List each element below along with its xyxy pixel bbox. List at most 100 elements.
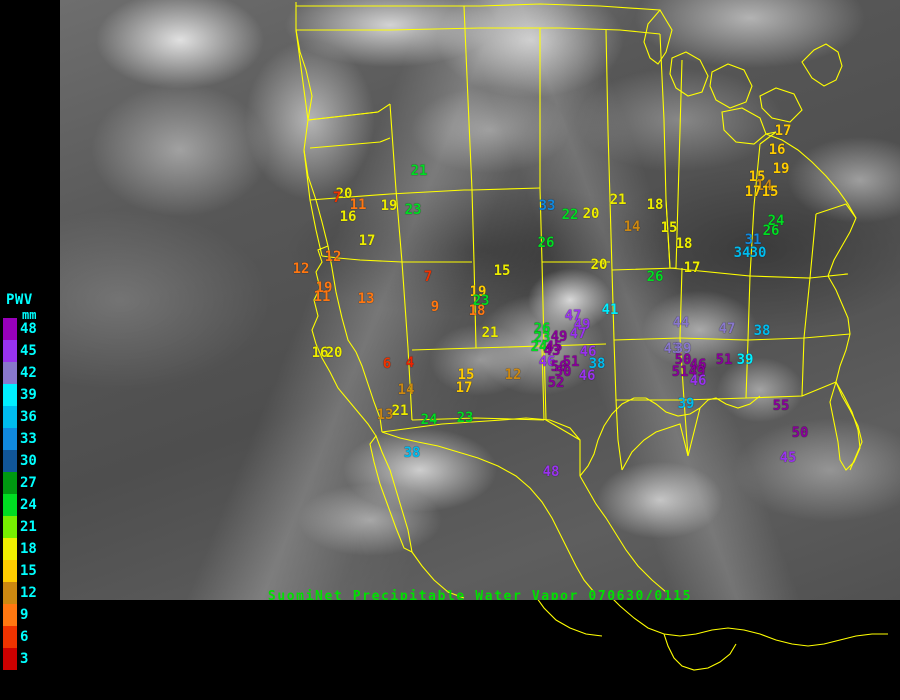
pwv-station-label: 38 (753, 323, 771, 339)
pwv-station-label: 4 (405, 355, 415, 371)
pwv-station-label: 7 (423, 269, 433, 285)
pwv-station-label: 13 (376, 407, 394, 423)
pwv-station-label: 19 (772, 161, 790, 177)
pwv-station-label: 47 (718, 321, 736, 337)
pwv-station-label: 21 (410, 163, 428, 179)
ir-cloud-texture (60, 0, 900, 600)
pwv-station-label: 17 (774, 123, 792, 139)
colorbar-tick-39: 39 (20, 387, 37, 403)
colorbar-swatch-27 (3, 472, 17, 494)
pwv-station-label: 46 (578, 368, 596, 384)
pwv-station-label: 49 (550, 329, 568, 345)
colorbar-swatch-12 (3, 582, 17, 604)
pwv-station-label: 26 (537, 235, 555, 251)
colorbar-tick-6: 6 (20, 629, 29, 645)
colorbar-swatches (3, 318, 17, 670)
pwv-station-label: 12 (324, 249, 342, 265)
pwv-station-label: 19 (315, 280, 333, 296)
pwv-station-label: 51 (562, 354, 580, 370)
pwv-station-label: 45 (545, 339, 563, 355)
pwv-station-label: 17 (455, 380, 473, 396)
pwv-station-label: 14 (397, 382, 415, 398)
pwv-station-label: 16 (768, 142, 786, 158)
pwv-station-label: 24 (420, 412, 438, 428)
pwv-station-label: 26 (762, 223, 780, 239)
colorbar-title: PWV (6, 292, 33, 308)
pwv-station-label: 17 (683, 260, 701, 276)
pwv-station-label: 23 (404, 202, 422, 218)
pwv-station-label: 19 (469, 284, 487, 300)
colorbar-swatch-9 (3, 604, 17, 626)
pwv-station-label: 15 (660, 220, 678, 236)
pwv-colorbar: PWV mm 48 45 42 39 36 33 30 27 24 21 18 15 12 9 6 3 (0, 292, 60, 670)
pwv-station-label: 21 (391, 403, 409, 419)
pwv-station-label: 47 (569, 326, 587, 342)
pwv-station-label: 49 (573, 317, 591, 333)
pwv-station-label: 26 (533, 321, 551, 337)
pwv-station-label: 15 (457, 367, 475, 383)
colorbar-labels: 48 45 42 39 36 33 30 27 24 21 18 15 12 9 6 3 (20, 318, 37, 670)
colorbar-swatch-36 (3, 406, 17, 428)
pwv-station-label: 50 (674, 352, 692, 368)
pwv-station-label: 15 (761, 184, 779, 200)
pwv-station-label: 17 (358, 233, 376, 249)
pwv-station-label: 46 (538, 354, 556, 370)
pwv-station-label: 46 (689, 373, 707, 389)
colorbar-unit: mm (22, 308, 37, 322)
satellite-map-panel: 21 20 7 11 19 23 16 17 12 12 19 11 13 33 22 20 21 18 26 14 1… (60, 0, 900, 600)
pwv-station-label: 23 (456, 410, 474, 426)
mexico-coastline-inset (537, 600, 888, 671)
pwv-station-label: 15 (493, 263, 511, 279)
pwv-station-label: 13 (357, 291, 375, 307)
colorbar-tick-42: 42 (20, 365, 37, 381)
pwv-station-label: 43 (543, 343, 561, 359)
pwv-station-label: 6 (382, 356, 392, 372)
pwv-station-label: 21 (609, 192, 627, 208)
pwv-station-label: 17 (744, 184, 762, 200)
pwv-station-label: 50 (550, 359, 568, 375)
colorbar-tick-9: 9 (20, 607, 29, 623)
pwv-station-label: 16 (339, 209, 357, 225)
pwv-station-label: 50 (554, 364, 572, 380)
pwv-station-label: 16 (311, 345, 329, 361)
pwv-station-label: 26 (646, 269, 664, 285)
pwv-station-label: 43 (663, 341, 681, 357)
colorbar-tick-3: 3 (20, 651, 29, 667)
pwv-station-label: 52 (547, 375, 565, 391)
pwv-station-label: 22 (561, 207, 579, 223)
pwv-station-label: 20 (325, 345, 343, 361)
pwv-station-label: 20 (335, 186, 353, 202)
pwv-station-label: 39 (736, 352, 754, 368)
pwv-station-label: 14 (755, 178, 773, 194)
pwv-station-label: 7 (332, 190, 342, 206)
colorbar-tick-15: 15 (20, 563, 37, 579)
frontal-cloud-band (60, 0, 900, 600)
pwv-station-label: 34 (733, 245, 751, 261)
pwv-station-label: 46 (579, 344, 597, 360)
pwv-station-label: 38 (403, 445, 421, 461)
pwv-station-label: 30 (749, 245, 767, 261)
pwv-station-label: 39 (677, 396, 695, 412)
colorbar-swatch-33 (3, 428, 17, 450)
pwv-station-label: 44 (672, 315, 690, 331)
colorbar-tick-18: 18 (20, 541, 37, 557)
pwv-station-label: 48 (542, 464, 560, 480)
colorbar-tick-27: 27 (20, 475, 37, 491)
colorbar-tick-24: 24 (20, 497, 37, 513)
colorbar-swatch-39 (3, 384, 17, 406)
pwv-station-label: 50 (791, 425, 809, 441)
pwv-station-label: 31 (744, 232, 762, 248)
colorbar-tick-21: 21 (20, 519, 37, 535)
pwv-station-label: 18 (646, 197, 664, 213)
pwv-station-label: 20 (582, 206, 600, 222)
pwv-station-label: 49 (688, 364, 706, 380)
colorbar-swatch-21 (3, 516, 17, 538)
colorbar-tick-45: 45 (20, 343, 37, 359)
colorbar-swatch-24 (3, 494, 17, 516)
colorbar-swatch-45 (3, 340, 17, 362)
pwv-station-label: 19 (380, 198, 398, 214)
pwv-station-label: 47 (564, 308, 582, 324)
pwv-station-label: 14 (623, 219, 641, 235)
pwv-station-label: 33 (538, 198, 556, 214)
